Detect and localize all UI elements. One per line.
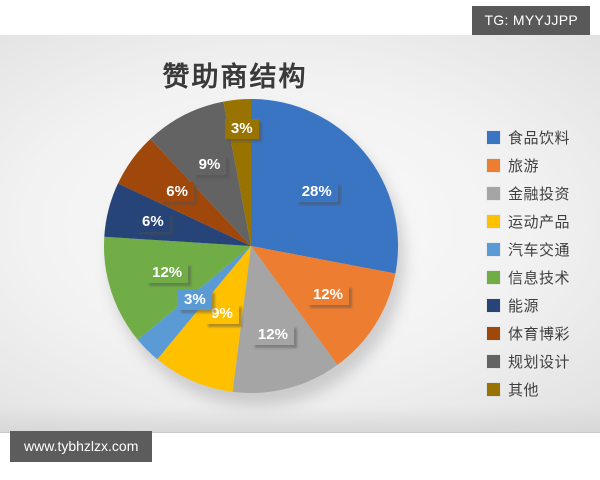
legend-item[interactable]: 其他 [487,375,597,403]
legend-item[interactable]: 规划设计 [487,347,597,375]
legend-item[interactable]: 信息技术 [487,263,597,291]
legend-item-label: 信息技术 [508,269,571,287]
pie-data-label: 3% [224,118,259,139]
pie-data-label: 3% [178,289,212,310]
pie-slice[interactable] [232,246,338,393]
legend-color-swatch [487,214,500,228]
legend-item-label: 规划设计 [508,353,571,371]
pie-chart: 28% 12% 12% 9% 3% 12% 6% 6% 9% 3% [103,98,405,406]
legend-item-label: 其他 [508,381,540,399]
legend-item[interactable]: 金融投资 [487,179,597,207]
pie-slice[interactable] [251,246,396,365]
pie-slice[interactable] [103,236,251,340]
chart-area: 赞助商结构 28% 12% 12% 9% 3% 12% 6% 6% 9% 3% 食品饮料 旅游 金融投… [0,35,600,433]
legend-item[interactable]: 旅游 [487,151,597,179]
legend-color-swatch [487,326,500,340]
legend-item-label: 金融投资 [508,185,571,203]
pie-data-label: 28% [295,181,338,202]
pie-data-label: 6% [160,182,194,203]
legend-item-label: 能源 [508,297,540,315]
legend-item[interactable]: 能源 [487,291,597,319]
pie-data-label: 9% [205,304,239,325]
legend-color-swatch [487,186,500,200]
pie-data-label: 12% [251,325,294,346]
legend-color-swatch [487,354,500,368]
legend-item-label: 运动产品 [508,213,571,231]
legend-color-swatch [487,298,500,312]
pie-slices [103,99,399,393]
legend-item-label: 旅游 [508,157,540,175]
legend-item-label: 食品饮料 [508,129,571,147]
legend-color-swatch [487,382,500,396]
legend-item-label: 体育博彩 [508,325,571,343]
site-watermark: www.tybhzlzx.com [10,431,153,462]
legend-item[interactable]: 体育博彩 [487,319,597,347]
pie-data-label: 12% [146,263,189,284]
pie-slice[interactable] [157,246,251,392]
pie-data-label: 12% [306,284,349,305]
pie-data-label: 9% [192,154,227,175]
legend-color-swatch [487,158,500,172]
legend: 食品饮料旅游金融投资运动产品汽车交通信息技术能源体育博彩规划设计其他 [487,123,597,403]
legend-color-swatch [487,242,500,256]
tg-watermark-badge: TG: MYYJJPP [472,6,590,35]
pie-data-label: 6% [136,211,170,232]
legend-color-swatch [487,270,500,284]
legend-item-label: 汽车交通 [508,241,571,259]
legend-item[interactable]: 汽车交通 [487,235,597,263]
legend-item[interactable]: 食品饮料 [487,123,597,151]
legend-color-swatch [487,130,500,144]
legend-item[interactable]: 运动产品 [487,207,597,235]
chart-title: 赞助商结构 [162,62,308,92]
